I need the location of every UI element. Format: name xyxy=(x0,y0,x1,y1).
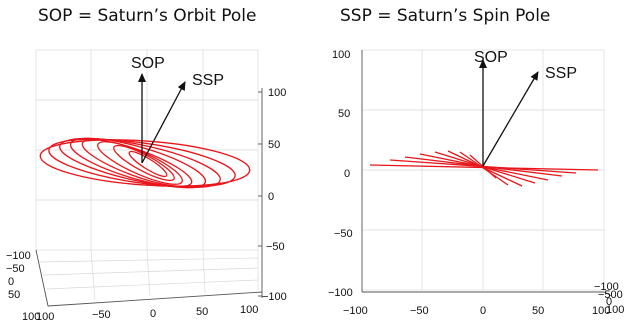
orbit-ellipse xyxy=(39,139,251,187)
left-z-tick-label: 50 xyxy=(268,139,280,151)
left-x-tick-label: 50 xyxy=(196,306,208,318)
right-axes xyxy=(361,50,613,297)
orbit-ellipse xyxy=(48,138,236,188)
left-y-tick-label: 0 xyxy=(8,276,14,288)
orbit-ellipse xyxy=(59,137,221,189)
ssp-label: SSP xyxy=(545,65,577,82)
right-y-tick-label: −50 xyxy=(334,228,353,240)
right-x-tick-label: −50 xyxy=(410,305,429,317)
left-y-tick-label: −50 xyxy=(6,263,25,275)
right-x-tick-label: 100 xyxy=(592,305,610,317)
left-axes xyxy=(35,88,263,307)
orbit-ellipse xyxy=(97,141,183,185)
right-y-tick-label: −100 xyxy=(328,287,353,299)
right-panel-title: SSP = Saturn’s Spin Pole xyxy=(340,6,551,26)
left-z-tick-label: 100 xyxy=(268,87,286,99)
left-y-tick-label: 100 xyxy=(22,311,40,323)
orbit-ellipse xyxy=(113,144,175,182)
sop-label: SOP xyxy=(131,55,165,72)
orbit-edge-line xyxy=(469,154,497,179)
right-depth-tick-label: −500 xyxy=(598,289,623,301)
right-y-tick-label: 50 xyxy=(338,108,350,120)
right-panel: 100 50 0 −50 −100 −100 −50 0 50 100 −100… xyxy=(328,49,624,317)
right-depth-tick-label: 100 xyxy=(606,304,624,316)
left-x-tick-label: −50 xyxy=(92,309,111,321)
right-y-tick-label: 100 xyxy=(332,49,350,61)
left-y-tick-label: −100 xyxy=(6,250,31,262)
ssp-label: SSP xyxy=(192,72,224,89)
left-x-tick-label: 100 xyxy=(36,311,54,323)
left-z-tick-label: 0 xyxy=(268,191,274,203)
right-x-tick-label: −100 xyxy=(343,305,368,317)
ssp-vector-arrow xyxy=(141,81,186,164)
right-depth-tick-label: −100 xyxy=(594,281,619,293)
right-depth-tick-label: 0 xyxy=(606,296,612,308)
left-x-tick-label: 100 xyxy=(240,304,258,316)
left-panel-title: SOP = Saturn’s Orbit Pole xyxy=(38,6,257,26)
orbit-ellipse xyxy=(128,150,168,178)
orbit-ellipses xyxy=(39,137,251,189)
right-y-tick-label: 0 xyxy=(344,168,350,180)
left-y-tick-label: 50 xyxy=(8,289,20,301)
orbit-edge-lines xyxy=(369,150,599,187)
orbit-edge-line xyxy=(459,151,509,186)
right-x-tick-label: 50 xyxy=(532,305,544,317)
left-z-tick-label: −100 xyxy=(262,291,287,303)
left-panel: 100 50 0 −50 −100 −100 −50 0 50 100 100 … xyxy=(6,49,287,323)
sop-label: SOP xyxy=(474,49,508,66)
left-x-tick-label: 0 xyxy=(150,308,156,320)
right-x-tick-label: 0 xyxy=(480,305,486,317)
ssp-vector-arrow xyxy=(482,71,539,167)
left-z-tick-label: −50 xyxy=(266,241,285,253)
